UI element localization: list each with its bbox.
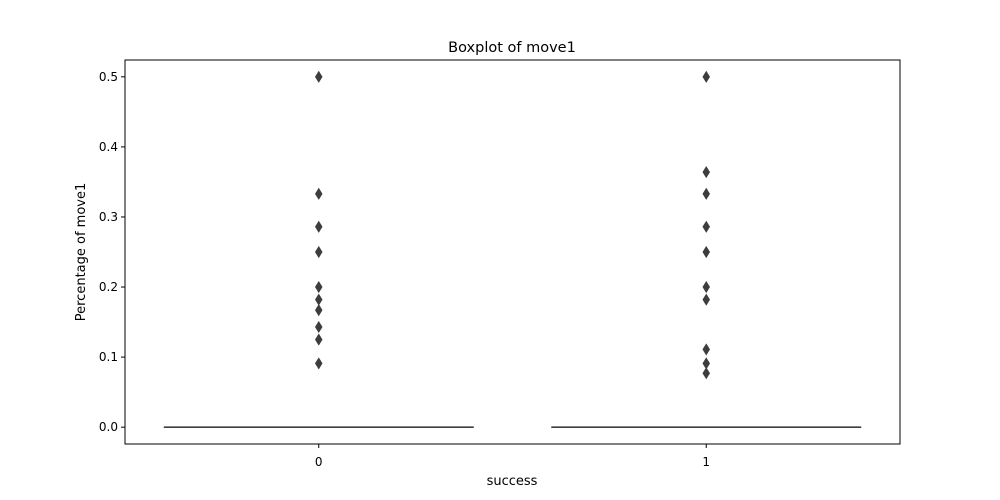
axes-frame [124,59,901,445]
y-tick-label: 0.4 [99,140,118,154]
outlier-point [314,187,323,200]
outlier-point [314,293,323,306]
x-tick-label: 1 [702,455,710,469]
chart-title: Boxplot of move1 [448,40,576,56]
outlier-point [314,245,323,259]
x-axis-label: success [487,474,538,489]
outlier-point [702,343,711,356]
y-tick-label: 0.2 [99,280,118,294]
outlier-point [702,293,711,306]
outlier-point [314,333,323,346]
outlier-point [702,280,711,294]
outlier-point [314,320,323,334]
x-tick-label: 0 [315,455,323,469]
y-tick-label: 0.5 [99,70,118,84]
y-axis-label: Percentage of move1 [74,183,89,322]
y-tick-label: 0.3 [99,210,118,224]
outlier-point [702,220,711,233]
outlier-point [702,187,711,200]
outlier-point [314,357,323,370]
outlier-point [702,166,711,179]
outlier-point [314,280,323,294]
outlier-point [702,367,711,380]
plot-area: 0.0 0.1 0.2 0.3 0.4 0.5 0 1 [99,70,862,469]
y-tick-label: 0.0 [99,420,118,434]
outlier-point [702,70,711,83]
outlier-point [702,245,711,259]
outlier-point [314,220,323,233]
outlier-point [314,70,323,83]
outlier-point [314,304,323,317]
y-tick-label: 0.1 [99,350,118,364]
